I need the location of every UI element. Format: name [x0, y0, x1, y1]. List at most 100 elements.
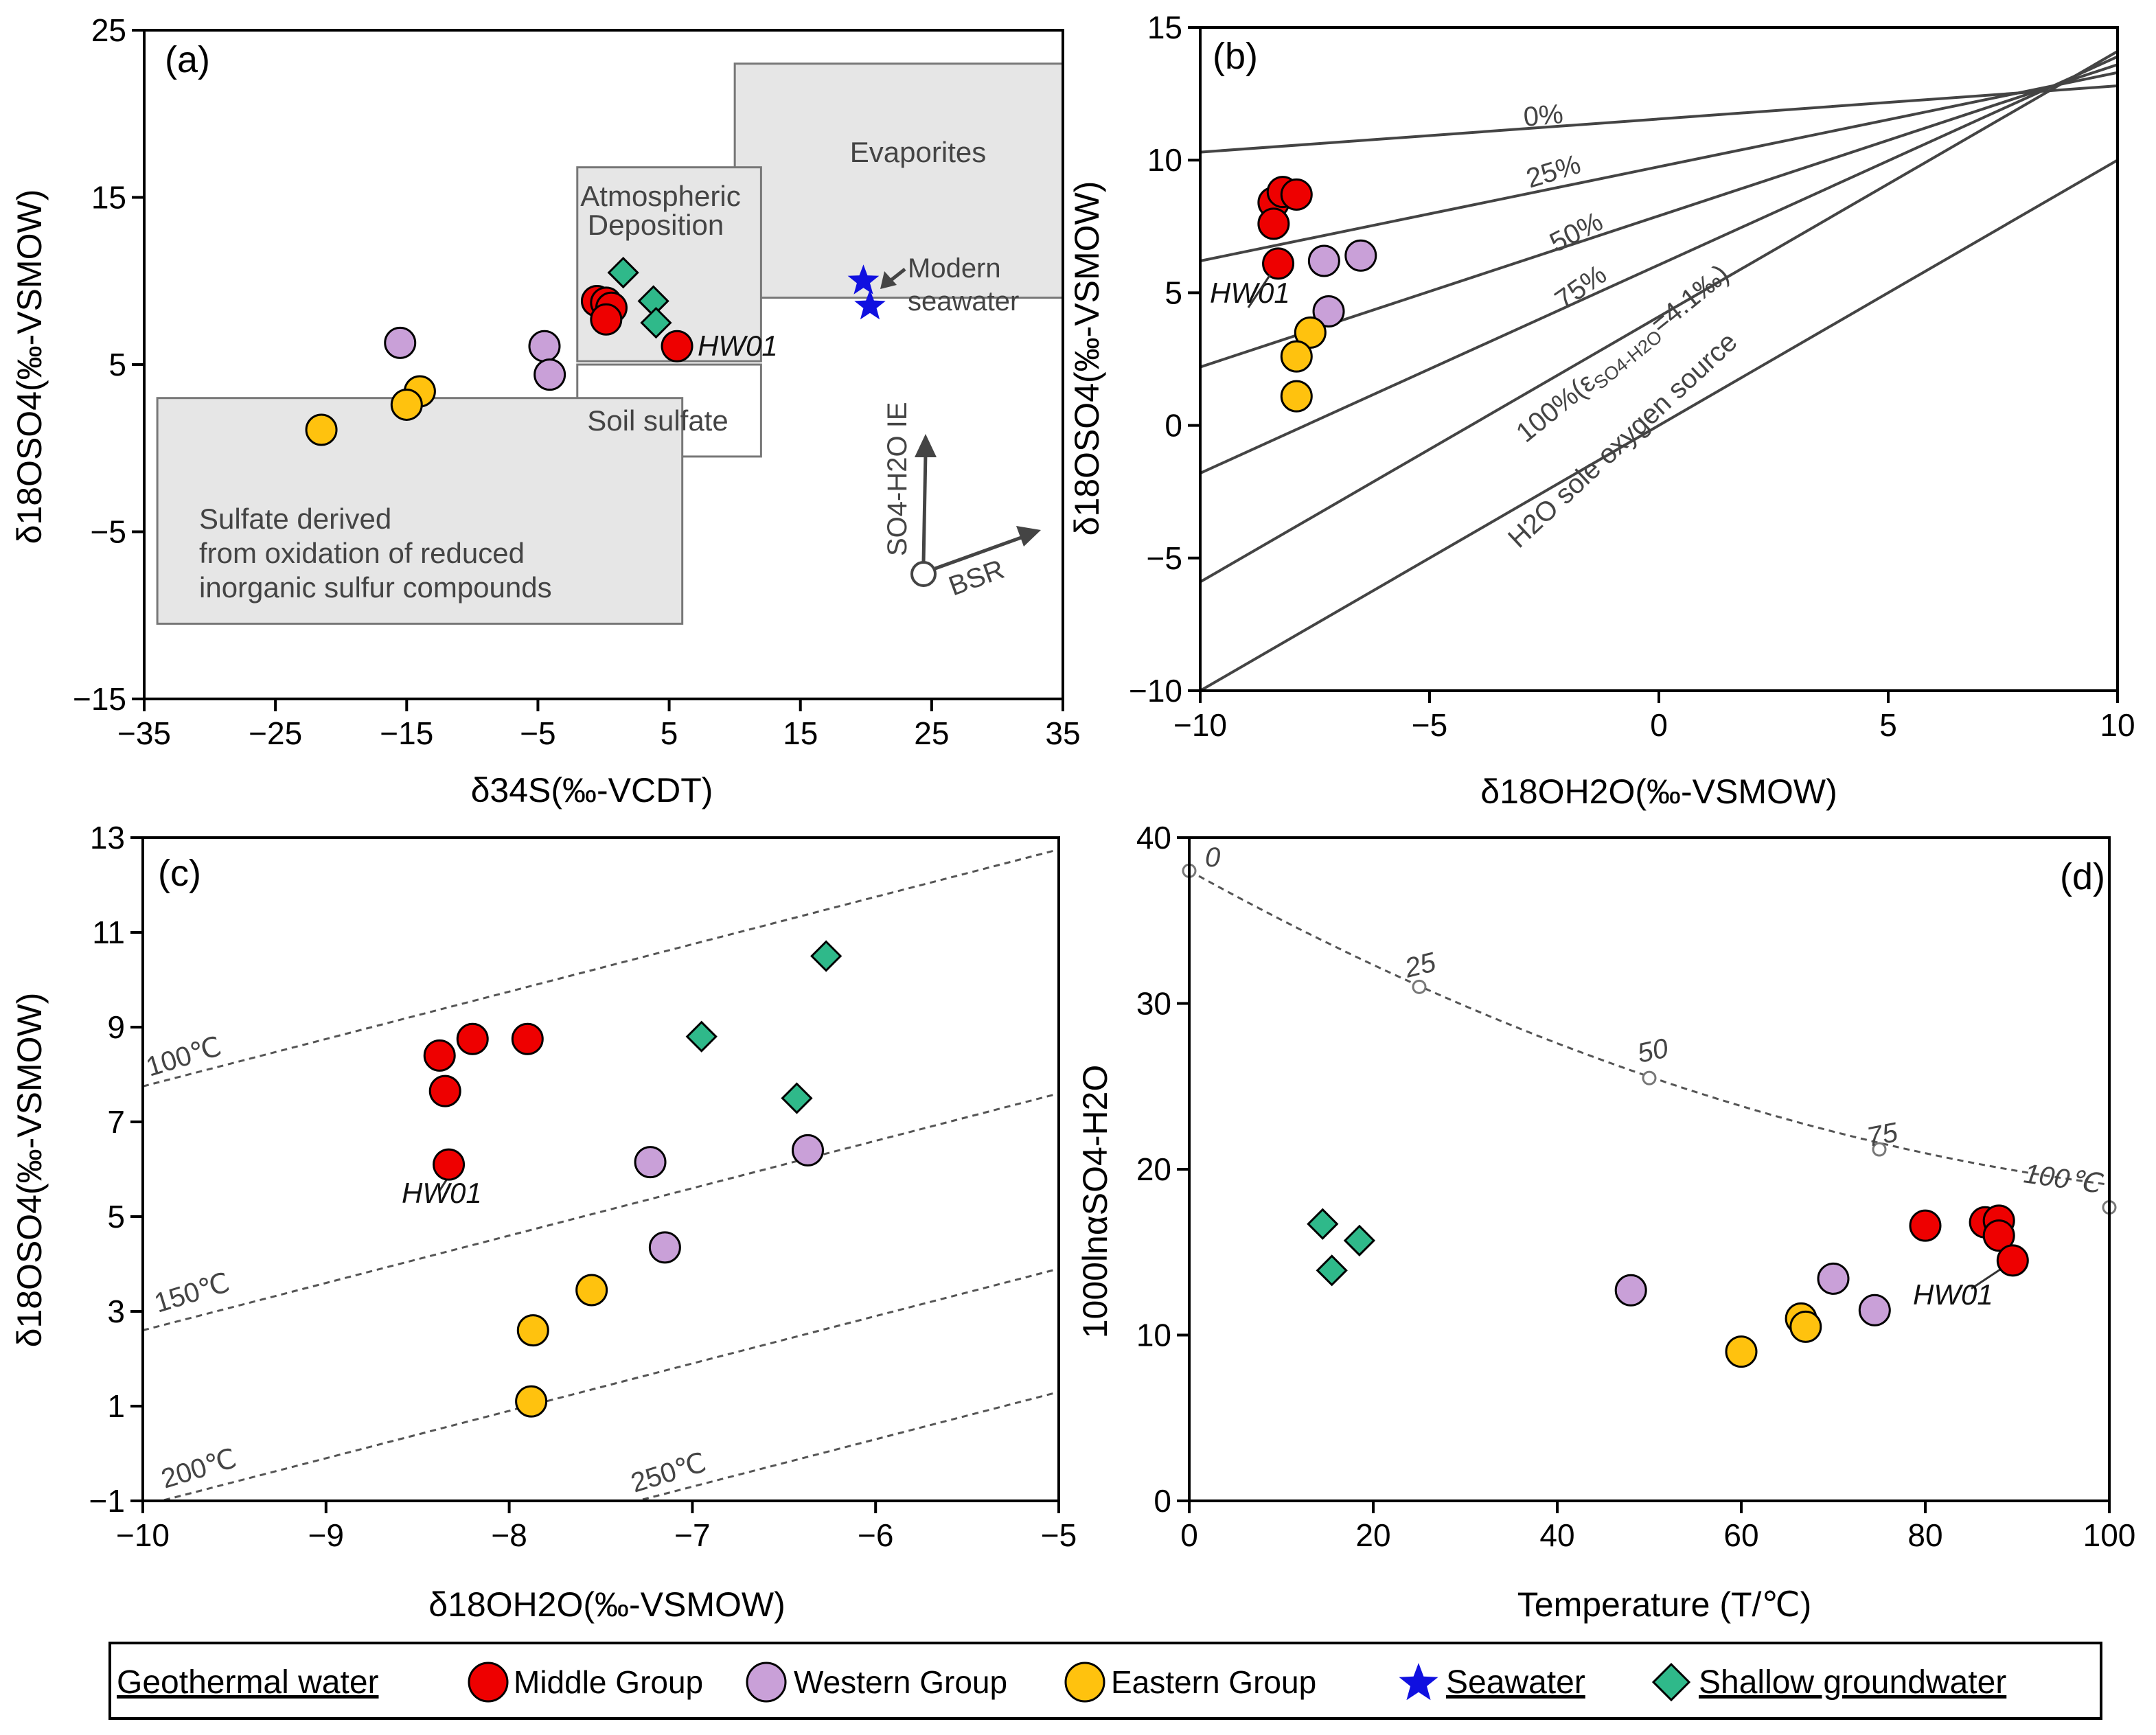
western-group-point — [1307, 244, 1340, 277]
middle-group-point — [423, 1039, 456, 1072]
mix-label-0: 0% — [1522, 99, 1564, 133]
eastern-group-point — [390, 388, 423, 421]
x-tick-label: 40 — [1539, 1517, 1574, 1553]
y-tick-label: 5 — [107, 1199, 125, 1234]
mixing-line — [1200, 159, 2118, 691]
hw01-pointer-b — [1247, 274, 1272, 308]
region-box — [733, 62, 1064, 299]
panel-label-b: (b) — [1213, 36, 1258, 77]
isotherm-line — [143, 848, 1059, 1088]
y-tick-label: 0 — [1154, 1483, 1171, 1519]
middle-group-point — [1280, 178, 1313, 211]
ie-arrowhead — [915, 434, 937, 457]
y-tick-label: 1 — [107, 1388, 125, 1424]
legend-marker-shallow — [1651, 1662, 1691, 1702]
legend-shallow: Shallow groundwater — [1699, 1664, 2006, 1701]
isotherm-line — [157, 1267, 1059, 1501]
western-group-point — [634, 1146, 667, 1179]
legend-western: Western Group — [794, 1664, 1007, 1700]
x-tick-label: −5 — [1412, 707, 1447, 743]
mixing-line — [1200, 55, 2118, 474]
shallow-groundwater-point — [607, 256, 639, 289]
y-axis-label-b: δ18OSO4(‰-VSMOW) — [1068, 181, 1106, 536]
x-tick-label: −7 — [674, 1517, 710, 1553]
y-tick-label: −5 — [91, 514, 126, 550]
middle-group-point — [428, 1075, 461, 1107]
mix-label-50: 50% — [1545, 206, 1607, 258]
y-tick-label: 3 — [107, 1294, 125, 1329]
region-label-evaporites: Evaporites — [850, 136, 986, 168]
shallow-groundwater-point — [781, 1082, 813, 1114]
y-tick-label: −15 — [73, 681, 126, 717]
eastern-group-point — [305, 413, 338, 446]
western-group-point — [791, 1134, 824, 1167]
y-tick-label: 25 — [91, 12, 126, 48]
y-tick-label: −10 — [1129, 673, 1182, 709]
curve-label-75: 75 — [1864, 1117, 1901, 1153]
y-axis-label-d: 1000lnαSO4-H2O — [1076, 1065, 1114, 1339]
y-tick-label: 15 — [91, 180, 126, 216]
x-tick-label: 0 — [1650, 707, 1668, 743]
eastern-group-point — [1725, 1335, 1758, 1368]
x-tick-label: 80 — [1907, 1517, 1942, 1553]
shallow-groundwater-point — [640, 307, 672, 339]
x-tick-label: 60 — [1723, 1517, 1758, 1553]
legend-marker-eastern — [1064, 1662, 1105, 1703]
legend-middle: Middle Group — [514, 1664, 703, 1700]
curve-label-0: 0 — [1205, 842, 1220, 873]
mixing-line — [1200, 63, 2118, 369]
western-group-point — [1858, 1294, 1891, 1326]
y-tick-label: 11 — [92, 915, 125, 950]
eastern-group-point — [1280, 380, 1313, 413]
x-tick-label: 5 — [661, 715, 678, 751]
y-tick-label: 30 — [1136, 986, 1171, 1022]
western-group-point — [528, 330, 561, 363]
y-tick-label: 10 — [1147, 142, 1182, 178]
x-tick-label: 25 — [914, 715, 949, 751]
plot-frame — [1188, 836, 2111, 1502]
modern-seawater-label-1: Modern — [908, 253, 1001, 284]
middle-group-point — [1996, 1244, 2029, 1277]
x-axis-label-b: δ18OH2O(‰-VSMOW) — [1480, 772, 1837, 811]
middle-group-point — [1909, 1209, 1942, 1242]
x-tick-label: −35 — [117, 715, 171, 751]
panel-label-d: (d) — [2060, 856, 2105, 897]
seawater-arrowhead — [880, 271, 897, 289]
hw01-label-d: HW01 — [1913, 1278, 1993, 1311]
y-tick-label: 20 — [1136, 1151, 1171, 1187]
plot-frame — [141, 836, 1060, 1502]
eastern-group-point — [1789, 1310, 1822, 1343]
x-tick-label: −6 — [858, 1517, 893, 1553]
x-tick-label: 5 — [1879, 707, 1897, 743]
y-tick-label: −5 — [1147, 540, 1182, 576]
western-group-point — [1817, 1262, 1850, 1295]
panel-label-c: (c) — [158, 853, 201, 894]
mixing-line — [1200, 50, 2118, 584]
seawater-point — [854, 289, 886, 320]
bsr-arrow — [934, 535, 1024, 571]
middle-group-point — [1257, 207, 1290, 240]
x-tick-label: −10 — [1173, 707, 1227, 743]
eastern-group-point — [575, 1274, 608, 1307]
x-tick-label: −8 — [491, 1517, 527, 1553]
x-tick-label: −5 — [1041, 1517, 1077, 1553]
legend-geothermal: Geothermal water — [117, 1664, 379, 1701]
region-label-oxidation-3: inorganic sulfur compounds — [199, 571, 552, 604]
western-group-point — [534, 358, 566, 391]
y-tick-label: 5 — [1165, 275, 1182, 310]
shallow-groundwater-point — [1343, 1224, 1376, 1256]
western-group-point — [1312, 295, 1345, 328]
middle-group-point — [456, 1022, 489, 1055]
mix-label-75: 75% — [1550, 259, 1612, 315]
y-tick-label: 13 — [90, 820, 125, 855]
x-tick-label: 100 — [2083, 1517, 2136, 1553]
region-label-oxidation-2: from oxidation of reduced — [199, 537, 525, 569]
legend-marker-middle — [468, 1662, 509, 1703]
x-axis-label-d: Temperature (T/℃) — [1517, 1585, 1811, 1624]
ie-label: SO4-H2O IE — [882, 402, 913, 556]
bsr-arrowhead — [1016, 526, 1041, 547]
mixing-line — [1200, 84, 2118, 154]
